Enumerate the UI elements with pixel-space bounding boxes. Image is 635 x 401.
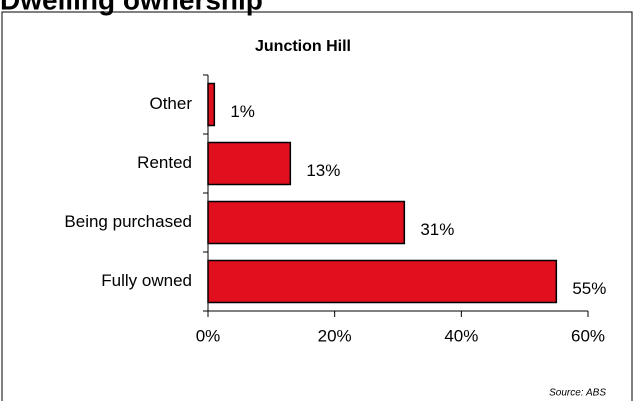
x-tick-label: 60%: [571, 326, 605, 345]
y-tick-label: Other: [149, 94, 192, 113]
x-tick-label: 0%: [196, 326, 221, 345]
y-tick-label: Fully owned: [101, 271, 192, 290]
source-note: Source: ABS: [549, 388, 606, 399]
x-tick-label: 40%: [444, 326, 478, 345]
bar: [207, 141, 292, 186]
chart-subtitle: Junction Hill: [255, 38, 351, 55]
value-label: 1%: [230, 102, 255, 121]
value-label: 13%: [306, 161, 340, 180]
bar: [207, 259, 558, 304]
y-tick-label: Rented: [137, 153, 192, 172]
value-label: 55%: [572, 279, 606, 298]
chart-title: Dwelling ownership: [0, 0, 263, 15]
chart-frame: [1, 11, 633, 401]
bar: [207, 200, 406, 245]
y-tick-label: Being purchased: [64, 212, 192, 231]
value-label: 31%: [420, 220, 454, 239]
bar: [207, 82, 216, 127]
x-tick-label: 20%: [318, 326, 352, 345]
